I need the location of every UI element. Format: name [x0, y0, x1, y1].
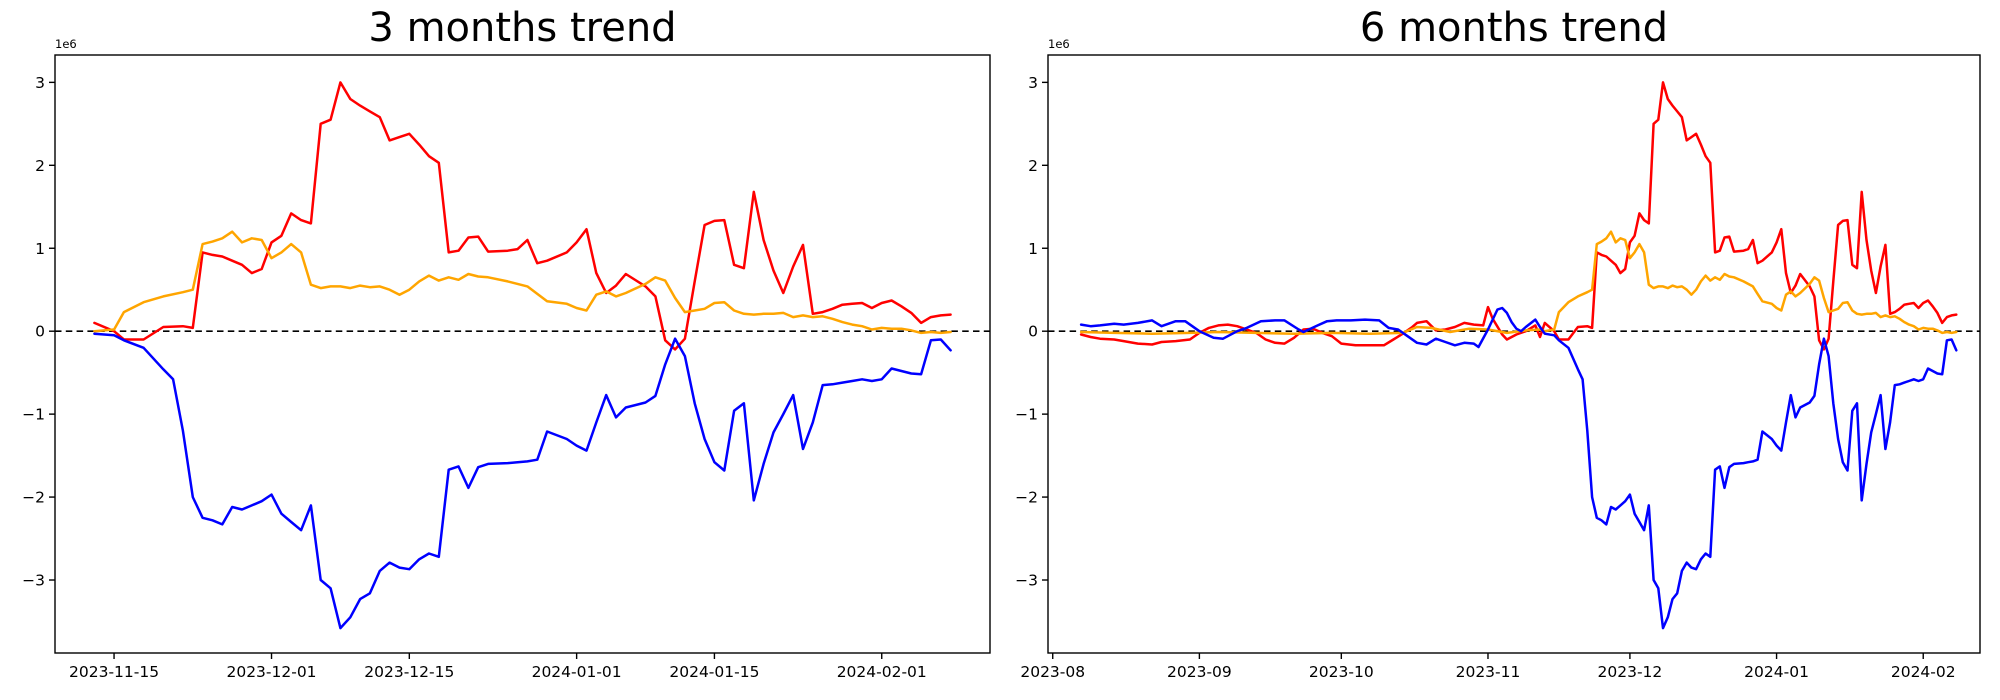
y-tick-label: −2: [1015, 489, 1038, 507]
y-tick-label: −3: [1015, 572, 1038, 590]
y-tick-label: 3: [35, 74, 45, 92]
x-tick-label: 2023-08: [1020, 663, 1085, 681]
x-tick-label: 2023-12: [1598, 663, 1663, 681]
x-tick-label: 2024-01: [1744, 663, 1809, 681]
x-tick-label: 2023-12-01: [226, 663, 316, 681]
x-tick-label: 2024-01-15: [669, 663, 759, 681]
x-tick-label: 2023-12-15: [364, 663, 454, 681]
x-tick-label: 2024-02-01: [837, 663, 927, 681]
y-tick-label: 1: [1028, 240, 1038, 258]
y-tick-label: −1: [1015, 406, 1038, 424]
y-axis-offset-label: 1e6: [55, 37, 77, 51]
series-red-line: [93, 81, 952, 351]
chart-title-6-months: 6 months trend: [1359, 5, 1669, 51]
x-tick-label: 2023-10: [1309, 663, 1374, 681]
y-tick-label: 2: [1028, 157, 1038, 175]
chart-title-3-months: 3 months trend: [368, 5, 677, 51]
y-tick-label: −2: [22, 489, 45, 507]
series-orange-line: [93, 230, 952, 335]
series-red-line: [1079, 81, 1958, 351]
y-tick-label: 0: [1028, 323, 1038, 341]
series-orange-line: [1079, 230, 1958, 335]
y-tick-label: 2: [35, 157, 45, 175]
y-axis-offset-label: 1e6: [1048, 37, 1070, 51]
y-tick-label: −1: [22, 406, 45, 424]
x-tick-label: 2023-11-15: [69, 663, 159, 681]
y-tick-label: 0: [35, 323, 45, 341]
series-blue-line: [93, 332, 952, 630]
x-tick-label: 2023-09: [1167, 663, 1232, 681]
series-blue-line: [1079, 306, 1958, 630]
x-tick-label: 2023-11: [1456, 663, 1521, 681]
y-tick-label: 1: [35, 240, 45, 258]
plot-border: [54, 54, 991, 654]
plot-border: [1047, 54, 1981, 654]
x-tick-label: 2024-02: [1891, 663, 1956, 681]
y-tick-label: 3: [1028, 74, 1038, 92]
x-tick-label: 2024-01-01: [532, 663, 622, 681]
y-tick-label: −3: [22, 572, 45, 590]
